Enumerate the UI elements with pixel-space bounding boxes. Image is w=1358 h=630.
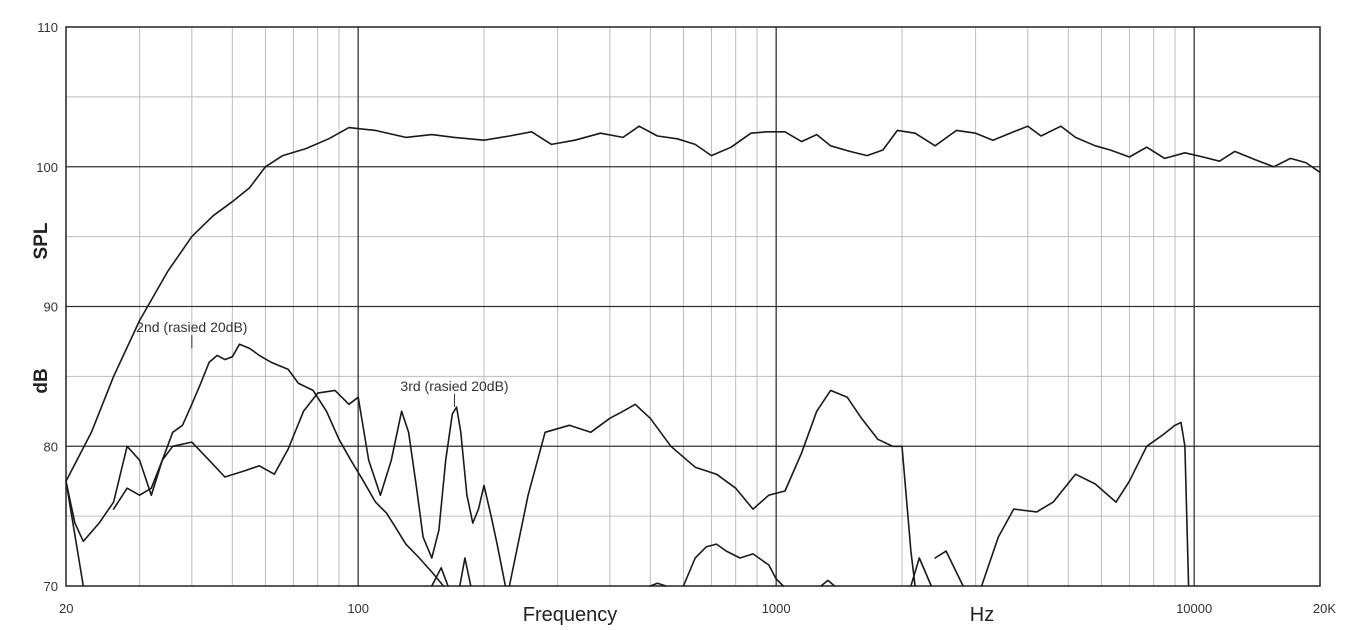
series-line-distortion [980,421,1190,587]
series-line-distortion [65,480,85,587]
y-tick-label: 70 [44,579,58,594]
annotation-label: 3rd (rasied 20dB) [400,378,508,394]
y-axis-label-db: dB [31,368,52,393]
x-axis-label-hz: Hz [970,604,994,626]
series-line-distortion [431,567,449,587]
x-tick-label: 20K [1313,601,1336,616]
y-tick-label: 80 [44,439,58,454]
annotations: 2nd (rasied 20dB) 3rd (rasied 20dB) [136,319,509,407]
x-tick-label: 100 [347,601,369,616]
series-line-distortion [112,389,507,587]
series-line-distortion [682,543,785,587]
y-axis-label-spl: SPL [31,222,52,259]
x-tick-label: 1000 [762,601,791,616]
series-line-distortion [910,557,933,587]
x-tick-label: 10000 [1176,601,1212,616]
y-tick-label: 110 [37,20,58,35]
x-tick-label: 20 [59,601,73,616]
series-line-distortion [508,389,916,587]
y-tick-label: 100 [36,160,58,175]
y-axis-ticks: 70 80 90 100 110 [36,20,58,594]
y-tick-label: 90 [44,300,58,315]
curves [65,125,1321,587]
plot-frame [65,26,1321,587]
x-axis-ticks: 20 100 1000 10000 20K [59,601,1336,616]
x-axis-label-frequency: Frequency [523,604,618,626]
major-grid [66,27,1320,586]
series-line-distortion [820,579,836,587]
series-line-distortion [459,557,472,587]
series-line-distortion [934,550,964,587]
series-line-distortion [65,343,445,587]
series-line-distortion [649,582,667,587]
series-line-fundamental [65,125,1321,482]
annotation-label: 2nd (rasied 20dB) [136,319,247,335]
